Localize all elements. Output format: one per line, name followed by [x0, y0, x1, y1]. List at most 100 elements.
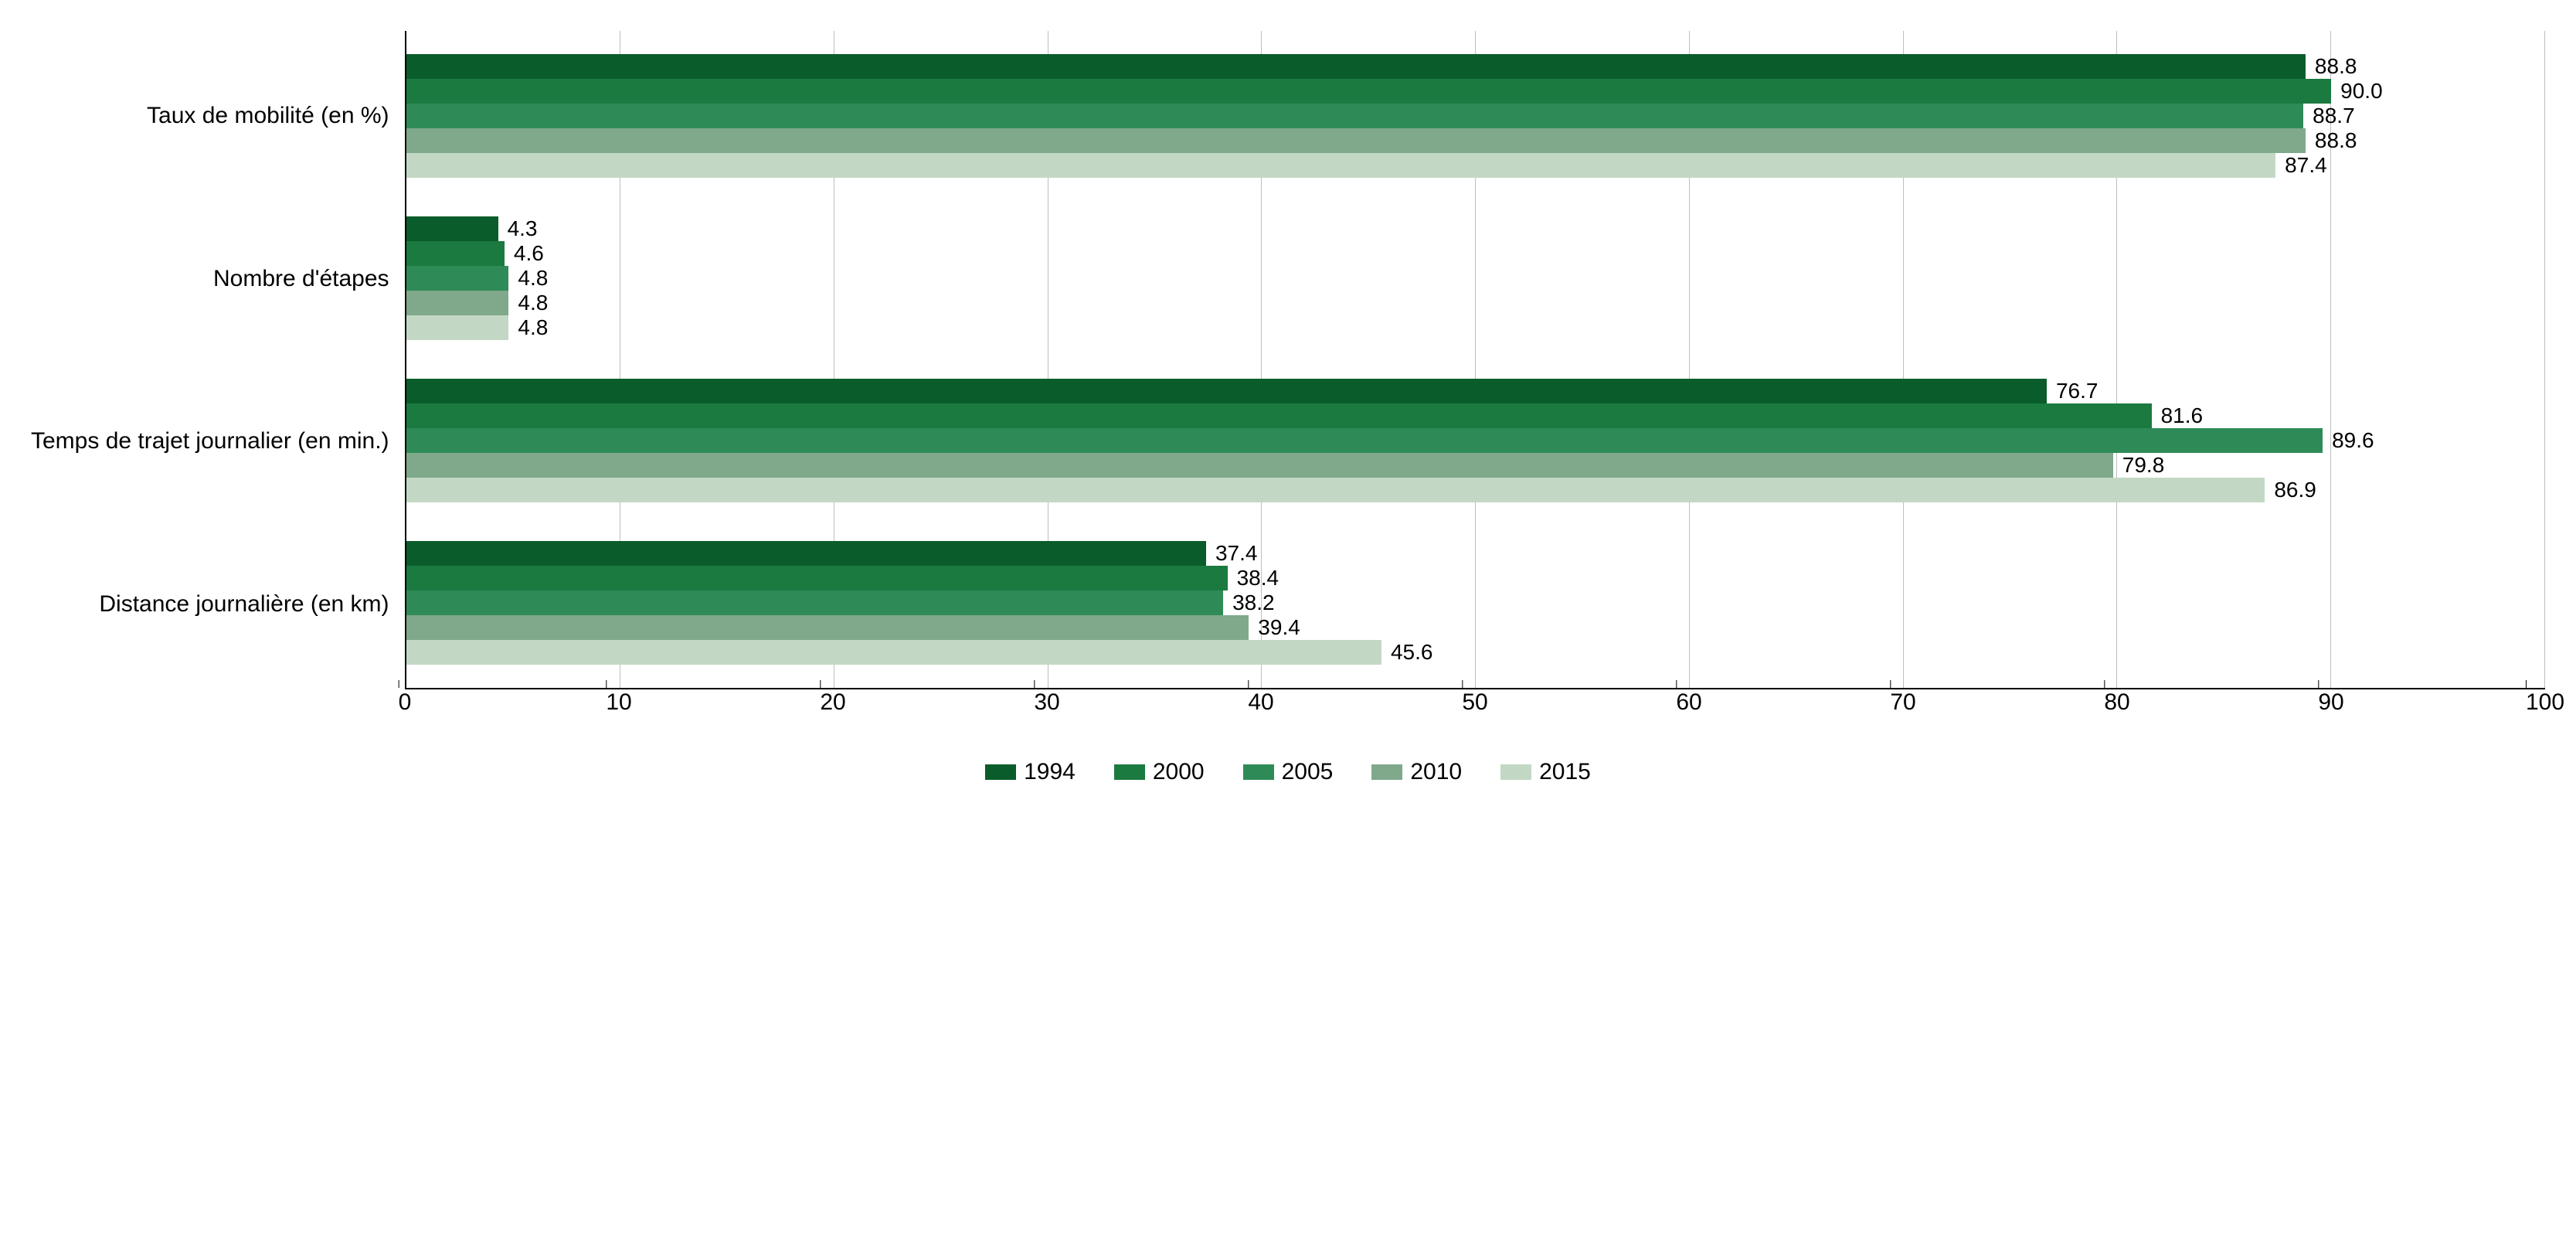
bar-value-label: 45.6: [1391, 640, 1433, 665]
bar: [406, 541, 1206, 566]
bar-value-label: 4.6: [514, 241, 544, 266]
bar: [406, 128, 2306, 153]
bar-row: 4.8: [406, 266, 2545, 291]
x-tick-mark: [1034, 680, 1035, 688]
category-label: Temps de trajet journalier (en min.): [31, 379, 389, 503]
bar-value-label: 4.8: [518, 291, 548, 315]
x-tick-label: 60: [1676, 689, 1701, 716]
bar-row: 89.6: [406, 428, 2545, 453]
bar-row: 88.8: [406, 128, 2545, 153]
legend-swatch: [1243, 764, 1274, 780]
bar: [406, 216, 498, 241]
legend-swatch: [1114, 764, 1145, 780]
bar: [406, 478, 2265, 502]
bar-row: 87.4: [406, 153, 2545, 178]
legend: 1994 2000 2005 2010 2015: [31, 759, 2545, 785]
bar-value-label: 4.8: [518, 315, 548, 340]
bar: [406, 615, 1249, 640]
bar: [406, 291, 509, 315]
plot-area: 88.890.088.788.887.44.34.64.84.84.876.78…: [405, 31, 2545, 689]
category-label: Taux de mobilité (en %): [31, 54, 389, 178]
bar: [406, 379, 2047, 403]
bar: [406, 428, 2323, 453]
bar: [406, 453, 2113, 478]
x-axis: 0102030405060708090100: [31, 689, 2545, 720]
bar: [406, 566, 1228, 590]
bar: [406, 315, 509, 340]
bar-value-label: 4.3: [508, 216, 538, 241]
bar-row: 38.2: [406, 590, 2545, 615]
bar-value-label: 4.8: [518, 266, 548, 291]
x-tick-mark: [1248, 680, 1249, 688]
bar-value-label: 76.7: [2056, 379, 2099, 403]
legend-swatch: [1371, 764, 1402, 780]
x-tick-label: 10: [606, 689, 631, 716]
legend-item: 2010: [1371, 759, 1462, 785]
bar-row: 38.4: [406, 566, 2545, 590]
legend-label: 2000: [1153, 759, 1205, 785]
category-label: Distance journalière (en km): [31, 543, 389, 666]
bar-row: 88.7: [406, 104, 2545, 128]
bar: [406, 153, 2276, 178]
legend-label: 2005: [1282, 759, 1334, 785]
x-tick-mark: [1676, 680, 1677, 688]
bar-row: 37.4: [406, 541, 2545, 566]
bar-value-label: 89.6: [2332, 428, 2374, 453]
bar-value-label: 88.7: [2313, 104, 2355, 128]
bar-row: 39.4: [406, 615, 2545, 640]
bar-group: 37.438.438.239.445.6: [406, 541, 2545, 665]
x-tick-mark: [1462, 680, 1463, 688]
bar: [406, 104, 2304, 128]
x-tick-label: 20: [820, 689, 845, 716]
bar: [406, 403, 2152, 428]
bar: [406, 79, 2332, 104]
x-tick-label: 100: [2526, 689, 2564, 716]
legend-item: 2015: [1500, 759, 1591, 785]
bar-row: 4.8: [406, 291, 2545, 315]
bar-value-label: 88.8: [2315, 54, 2357, 79]
bar: [406, 241, 505, 266]
bar-group: 4.34.64.84.84.8: [406, 216, 2545, 340]
chart-area: Taux de mobilité (en %)Nombre d'étapesTe…: [31, 31, 2545, 689]
x-tick-label: 0: [399, 689, 412, 716]
bar-value-label: 88.8: [2315, 128, 2357, 153]
x-tick-mark: [820, 680, 821, 688]
legend-label: 1994: [1024, 759, 1076, 785]
bar-group: 76.781.689.679.886.9: [406, 379, 2545, 502]
legend-swatch: [1500, 764, 1531, 780]
y-axis-labels: Taux de mobilité (en %)Nombre d'étapesTe…: [31, 31, 405, 689]
bar-row: 86.9: [406, 478, 2545, 502]
bar-row: 4.6: [406, 241, 2545, 266]
bar-value-label: 37.4: [1215, 541, 1258, 566]
legend-label: 2015: [1539, 759, 1591, 785]
bars-region: 88.890.088.788.887.44.34.64.84.84.876.78…: [406, 31, 2545, 688]
x-tick-mark: [1890, 680, 1891, 688]
x-tick-mark: [2104, 680, 2105, 688]
x-tick-mark: [606, 680, 607, 688]
bar-row: 90.0: [406, 79, 2545, 104]
bar-row: 45.6: [406, 640, 2545, 665]
x-tick-mark: [2526, 680, 2527, 688]
bar-group: 88.890.088.788.887.4: [406, 54, 2545, 178]
bar-value-label: 81.6: [2161, 403, 2204, 428]
x-tick-label: 50: [1462, 689, 1487, 716]
bar: [406, 640, 1381, 665]
legend-item: 2000: [1114, 759, 1205, 785]
bar: [406, 266, 509, 291]
legend-swatch: [985, 764, 1016, 780]
x-tick-mark: [2318, 680, 2319, 688]
bar-value-label: 90.0: [2340, 79, 2383, 104]
x-tick-label: 70: [1890, 689, 1915, 716]
x-tick-label: 30: [1034, 689, 1059, 716]
bar-value-label: 38.4: [1237, 566, 1280, 590]
legend-item: 2005: [1243, 759, 1334, 785]
bar-row: 76.7: [406, 379, 2545, 403]
x-tick-label: 90: [2318, 689, 2343, 716]
bar-row: 88.8: [406, 54, 2545, 79]
bar: [406, 590, 1224, 615]
bar-value-label: 87.4: [2285, 153, 2327, 178]
bar-value-label: 38.2: [1232, 590, 1275, 615]
x-tick-label: 80: [2104, 689, 2129, 716]
legend-label: 2010: [1410, 759, 1462, 785]
mobility-chart: Taux de mobilité (en %)Nombre d'étapesTe…: [31, 31, 2545, 785]
